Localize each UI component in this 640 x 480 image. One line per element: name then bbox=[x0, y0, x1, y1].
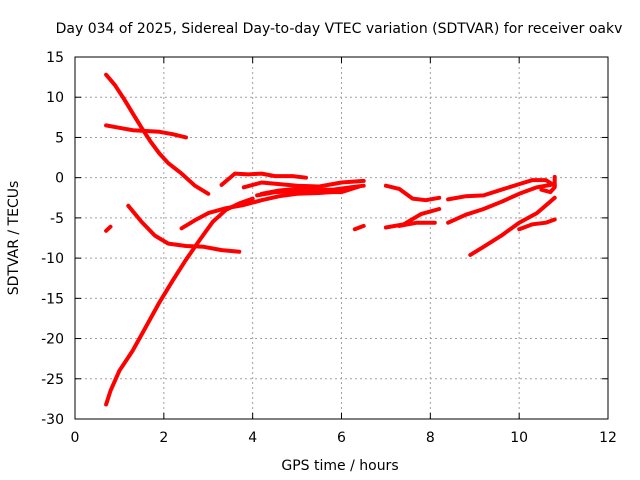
x-tick-label: 8 bbox=[426, 430, 435, 446]
x-tick-label: 2 bbox=[159, 430, 168, 446]
series-track-17 bbox=[468, 195, 557, 257]
y-tick-label: 0 bbox=[55, 171, 64, 187]
y-tick-label: 5 bbox=[55, 130, 64, 146]
series-track-5 bbox=[104, 224, 113, 233]
x-tick-label: 4 bbox=[248, 430, 257, 446]
series-track-1 bbox=[104, 72, 211, 196]
series-track-18 bbox=[517, 217, 557, 232]
x-tick-label: 6 bbox=[337, 430, 346, 446]
y-tick-label: 15 bbox=[46, 50, 64, 66]
y-tick-label: -15 bbox=[41, 291, 64, 307]
series-track-2 bbox=[104, 123, 188, 140]
series-track-12 bbox=[383, 207, 442, 230]
series-track-14 bbox=[352, 223, 366, 232]
y-tick-label: -20 bbox=[41, 332, 64, 348]
series-track-7 bbox=[219, 171, 308, 187]
series-track-8 bbox=[241, 178, 366, 190]
x-axis-label: GPS time / hours bbox=[281, 458, 398, 474]
ticks-layer: 0 2 4 6 8 10 12 -30 -25 -20 -15 -10 -5 0 5 10 15 bbox=[41, 50, 617, 446]
series-track-19 bbox=[539, 174, 557, 195]
series-track-10 bbox=[255, 184, 362, 198]
y-tick-label: -30 bbox=[41, 412, 64, 428]
series-track-15 bbox=[446, 178, 557, 202]
y-axis-label: SDTVAR / TECUs bbox=[6, 181, 22, 296]
grid-layer bbox=[75, 57, 608, 419]
y-tick-label: -10 bbox=[41, 251, 64, 267]
y-tick-label: 10 bbox=[46, 90, 64, 106]
x-tick-label: 0 bbox=[71, 430, 80, 446]
series-track-16 bbox=[446, 182, 557, 225]
series-track-11 bbox=[383, 183, 442, 203]
x-tick-label: 12 bbox=[599, 430, 617, 446]
series-track-3 bbox=[104, 196, 255, 407]
y-tick-label: -25 bbox=[41, 372, 64, 388]
series-track-6 bbox=[179, 189, 344, 231]
series-track-13 bbox=[397, 220, 437, 228]
series-track-4 bbox=[126, 203, 242, 254]
series-layer bbox=[104, 72, 557, 407]
chart-title: Day 034 of 2025, Sidereal Day-to-day VTE… bbox=[56, 21, 623, 37]
y-tick-label: -5 bbox=[50, 211, 64, 227]
x-tick-label: 10 bbox=[510, 430, 528, 446]
